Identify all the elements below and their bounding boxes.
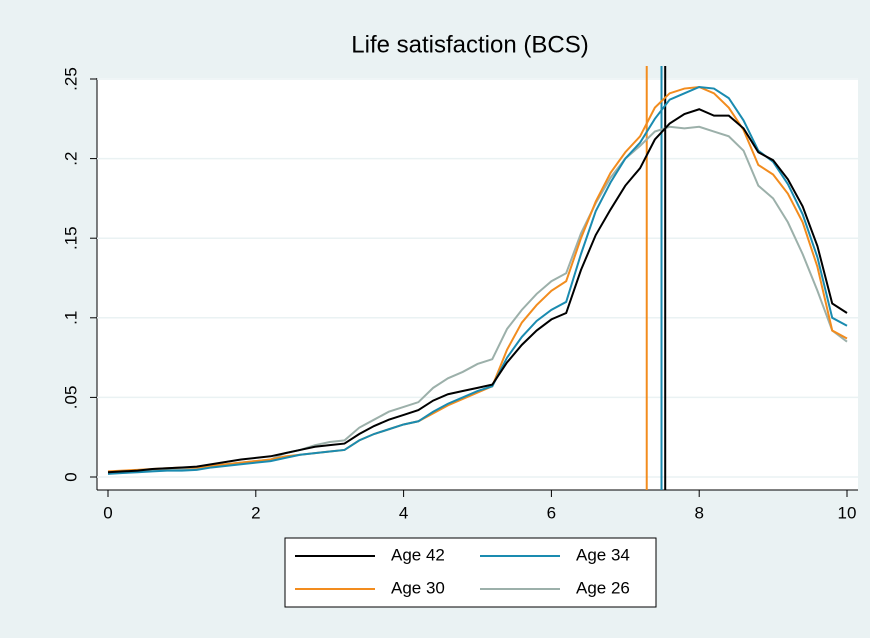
plot-area bbox=[97, 78, 858, 490]
y-tick-label: .1 bbox=[61, 311, 80, 325]
series-line bbox=[107, 85, 848, 475]
legend-label: Age 42 bbox=[391, 545, 445, 564]
y-tick-label: .2 bbox=[61, 152, 80, 166]
legend-label: Age 26 bbox=[576, 578, 630, 597]
x-tick-label: 4 bbox=[399, 503, 408, 522]
x-tick-label: 2 bbox=[251, 503, 260, 522]
legend-label: Age 30 bbox=[391, 578, 445, 597]
legend bbox=[284, 537, 657, 608]
x-tick-label: 6 bbox=[547, 503, 556, 522]
y-tick-label: .15 bbox=[61, 226, 80, 250]
chart-title: Life satisfaction (BCS) bbox=[351, 31, 588, 58]
y-tick-label: 0 bbox=[61, 472, 80, 481]
legend-label: Age 34 bbox=[576, 545, 630, 564]
x-tick-label: 0 bbox=[103, 503, 112, 522]
x-tick-label: 10 bbox=[838, 503, 857, 522]
series-line bbox=[107, 108, 848, 474]
series-line bbox=[107, 85, 848, 473]
y-tick-label: .05 bbox=[61, 386, 80, 410]
y-tick-label: .25 bbox=[61, 67, 80, 91]
x-tick-label: 8 bbox=[694, 503, 703, 522]
